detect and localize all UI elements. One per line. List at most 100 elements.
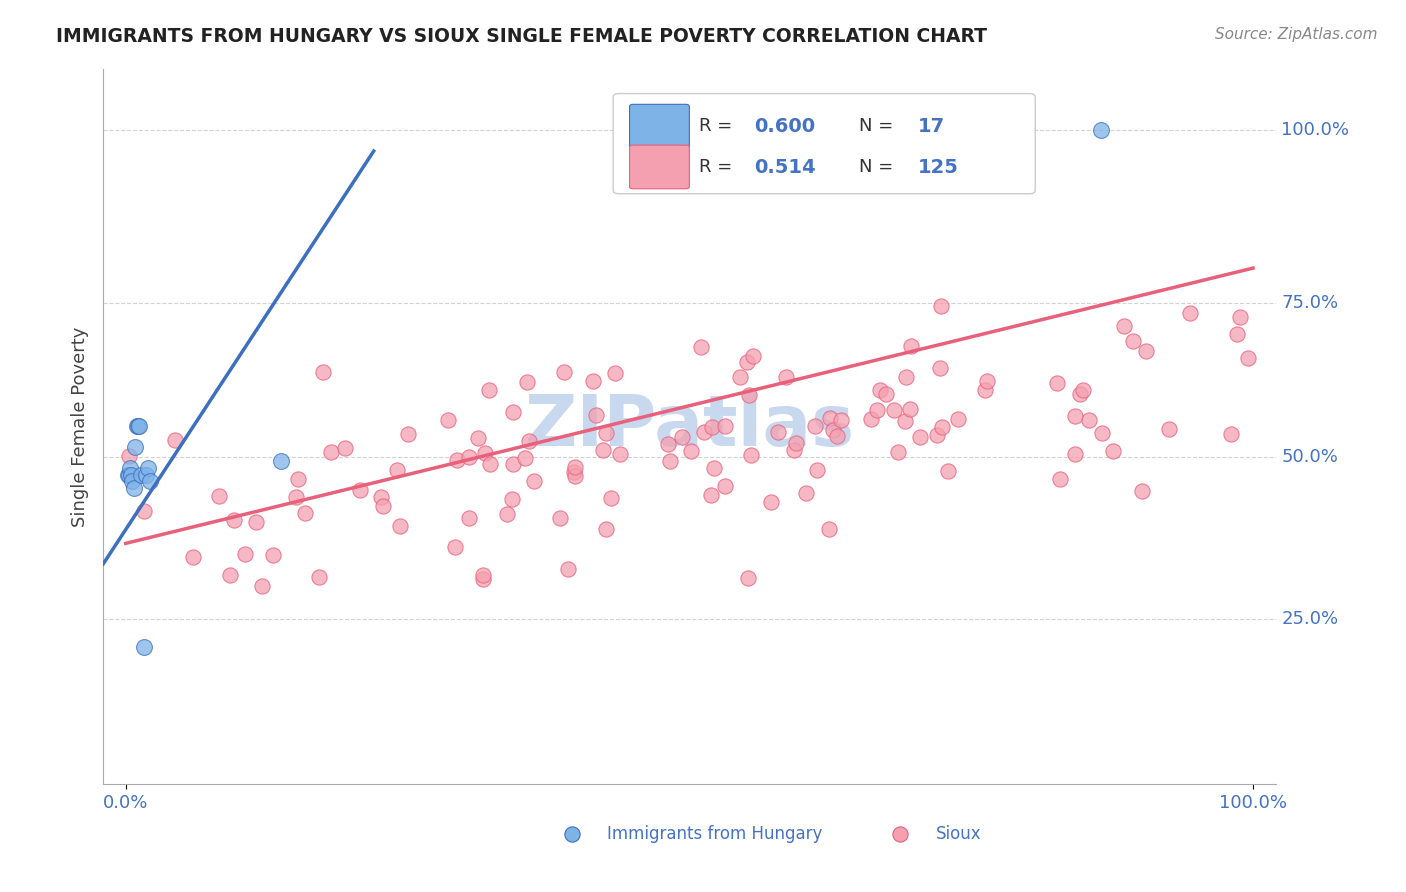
Point	[370, 490, 392, 504]
Point	[609, 446, 631, 460]
Point	[120, 460, 142, 475]
Point	[592, 442, 614, 457]
Point	[714, 419, 737, 434]
Point	[728, 369, 751, 384]
Point	[502, 457, 524, 471]
Point	[127, 419, 149, 434]
Point	[287, 472, 309, 486]
Point	[1071, 383, 1094, 397]
Point	[444, 540, 467, 554]
Point	[312, 365, 335, 379]
Point	[181, 549, 204, 564]
Point	[1069, 387, 1091, 401]
Point	[132, 504, 155, 518]
Point	[557, 562, 579, 576]
Point	[1132, 484, 1154, 499]
Point	[471, 572, 494, 586]
Point	[308, 570, 330, 584]
Point	[270, 454, 292, 468]
Point	[1112, 318, 1135, 333]
Point	[458, 450, 481, 464]
Point	[564, 469, 586, 483]
Point	[1157, 422, 1180, 436]
Text: 100.0%: 100.0%	[1281, 121, 1350, 139]
Point	[1049, 472, 1071, 486]
Point	[565, 812, 588, 826]
Point	[929, 299, 952, 313]
Point	[245, 515, 267, 529]
Point	[946, 412, 969, 426]
Point	[929, 361, 952, 376]
Point	[894, 414, 917, 428]
Point	[700, 420, 723, 434]
Point	[132, 640, 155, 654]
Point	[582, 375, 605, 389]
FancyBboxPatch shape	[630, 145, 689, 189]
Point	[467, 431, 489, 445]
Point	[900, 338, 922, 352]
Point	[564, 459, 586, 474]
Point	[222, 513, 245, 527]
Point	[517, 434, 540, 449]
Point	[595, 426, 617, 441]
Point	[869, 384, 891, 398]
Point	[1078, 413, 1101, 427]
FancyBboxPatch shape	[630, 104, 689, 148]
Point	[285, 490, 308, 504]
Point	[818, 522, 841, 536]
Point	[478, 457, 501, 471]
Point	[740, 448, 762, 462]
Point	[600, 491, 623, 505]
Point	[700, 488, 723, 502]
Point	[118, 449, 141, 463]
Point	[522, 475, 544, 489]
Text: R =: R =	[699, 118, 738, 136]
Point	[1101, 444, 1123, 458]
Point	[349, 483, 371, 497]
Point	[875, 386, 897, 401]
Point	[976, 374, 998, 388]
Point	[759, 495, 782, 509]
Text: 0.514: 0.514	[754, 158, 815, 177]
Point	[502, 404, 524, 418]
Text: Immigrants from Hungary: Immigrants from Hungary	[607, 825, 823, 843]
Point	[703, 460, 725, 475]
Point	[472, 568, 495, 582]
Point	[128, 419, 150, 434]
Point	[120, 467, 142, 482]
Point	[925, 428, 948, 442]
Point	[250, 579, 273, 593]
Point	[818, 410, 841, 425]
Point	[294, 506, 316, 520]
Point	[1178, 305, 1201, 319]
Point	[135, 467, 157, 482]
Point	[501, 491, 523, 506]
Point	[830, 413, 852, 427]
Point	[233, 547, 256, 561]
Point	[883, 402, 905, 417]
Point	[513, 451, 536, 466]
Point	[585, 408, 607, 422]
Text: Sioux: Sioux	[935, 825, 981, 843]
Point	[825, 429, 848, 443]
Point	[124, 440, 146, 454]
Point	[1229, 310, 1251, 324]
Point	[783, 443, 806, 458]
Point	[1135, 344, 1157, 359]
Point	[974, 383, 997, 397]
Point	[139, 475, 162, 489]
Text: 0.600: 0.600	[754, 117, 815, 136]
Text: 125: 125	[918, 158, 959, 177]
Point	[548, 511, 571, 525]
Point	[910, 430, 932, 444]
Point	[775, 370, 797, 384]
Point	[208, 490, 231, 504]
Point	[387, 463, 409, 477]
Point	[117, 467, 139, 482]
Point	[737, 571, 759, 585]
Point	[681, 444, 703, 458]
Point	[794, 486, 817, 500]
Point	[131, 467, 153, 482]
Point	[671, 430, 693, 444]
Point	[595, 522, 617, 536]
